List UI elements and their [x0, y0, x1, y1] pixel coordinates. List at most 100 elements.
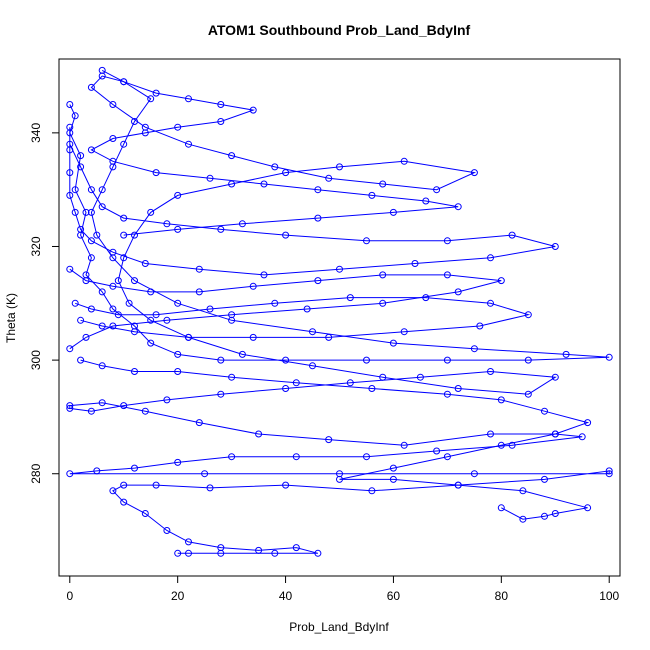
data-point	[497, 396, 505, 404]
data-point	[454, 385, 462, 392]
data-point	[93, 231, 101, 239]
data-point	[141, 510, 149, 517]
data-point	[87, 407, 95, 415]
data-point	[309, 362, 316, 370]
data-point	[66, 265, 74, 273]
data-point	[66, 169, 74, 177]
data-point	[163, 396, 171, 404]
data-point	[131, 368, 138, 375]
data-point	[228, 311, 236, 319]
data-point	[454, 288, 462, 296]
data-point	[77, 152, 85, 160]
series-layer	[66, 66, 613, 557]
data-point	[443, 453, 451, 461]
data-point	[120, 231, 128, 239]
series-4	[87, 66, 462, 239]
data-point	[368, 191, 376, 199]
data-point	[98, 362, 106, 370]
data-point	[185, 333, 192, 341]
data-point	[120, 214, 128, 222]
data-point	[487, 254, 494, 262]
data-point	[174, 191, 182, 199]
data-point	[389, 208, 397, 216]
y-tick-label: 320	[29, 236, 43, 256]
data-point	[551, 373, 559, 381]
data-point	[163, 527, 171, 534]
data-point	[497, 441, 505, 449]
data-point	[206, 484, 214, 492]
data-point	[131, 464, 138, 472]
data-point	[77, 163, 85, 171]
series-2	[71, 294, 532, 341]
x-tick-label: 80	[495, 589, 509, 603]
data-point	[152, 311, 160, 319]
data-point	[109, 157, 117, 165]
data-point	[98, 322, 106, 330]
data-point	[217, 356, 225, 364]
data-point	[541, 407, 548, 415]
y-axis: 280 300 320 340	[29, 123, 60, 484]
data-point	[147, 95, 155, 103]
data-point	[87, 186, 95, 194]
data-point	[336, 475, 343, 483]
data-point	[152, 89, 160, 97]
data-point	[82, 333, 90, 341]
data-point	[206, 174, 214, 182]
data-point	[325, 174, 333, 182]
data-point	[379, 271, 387, 279]
data-point	[109, 305, 117, 313]
data-point	[282, 231, 290, 239]
data-point	[389, 464, 397, 472]
data-point	[303, 305, 311, 313]
data-point	[336, 265, 343, 273]
data-point	[379, 180, 387, 188]
data-point	[551, 510, 559, 517]
x-tick-label: 0	[66, 589, 73, 603]
data-point	[508, 231, 516, 239]
data-point	[411, 260, 419, 267]
data-point	[271, 163, 279, 171]
data-point	[443, 237, 451, 245]
data-point	[470, 470, 478, 478]
series-line	[80, 359, 590, 520]
data-point	[98, 288, 106, 296]
data-point	[82, 277, 90, 285]
data-point	[238, 350, 246, 358]
data-point	[346, 379, 354, 387]
series-line	[69, 75, 610, 554]
data-point	[314, 277, 322, 285]
data-point	[249, 106, 257, 114]
data-point	[249, 282, 257, 290]
data-point	[152, 481, 160, 489]
data-point	[562, 350, 570, 358]
data-point	[114, 311, 122, 319]
data-point	[185, 538, 192, 546]
data-point	[443, 390, 451, 398]
data-point	[541, 475, 548, 483]
data-point	[217, 101, 225, 108]
data-point	[71, 299, 79, 307]
data-point	[87, 208, 95, 216]
data-point	[147, 288, 155, 296]
data-point	[282, 385, 290, 392]
series-line	[75, 297, 531, 338]
series-3	[77, 356, 592, 523]
data-point	[443, 356, 451, 364]
plot-area	[58, 58, 621, 577]
data-point	[109, 322, 117, 330]
data-point	[185, 549, 192, 557]
data-point	[454, 481, 462, 489]
data-point	[487, 430, 494, 438]
data-point	[120, 254, 128, 262]
data-point	[131, 277, 138, 285]
chart-title: ATOM1 Southbound Prob_Land_BdyInf	[208, 22, 471, 38]
data-point	[185, 140, 192, 148]
data-point	[524, 390, 532, 398]
data-point	[454, 203, 462, 211]
x-axis-label: Prob_Land_BdyInf	[289, 620, 389, 634]
data-point	[152, 169, 160, 177]
data-point	[87, 305, 95, 313]
data-point	[114, 277, 122, 285]
data-point	[363, 453, 370, 461]
data-point	[163, 220, 171, 228]
